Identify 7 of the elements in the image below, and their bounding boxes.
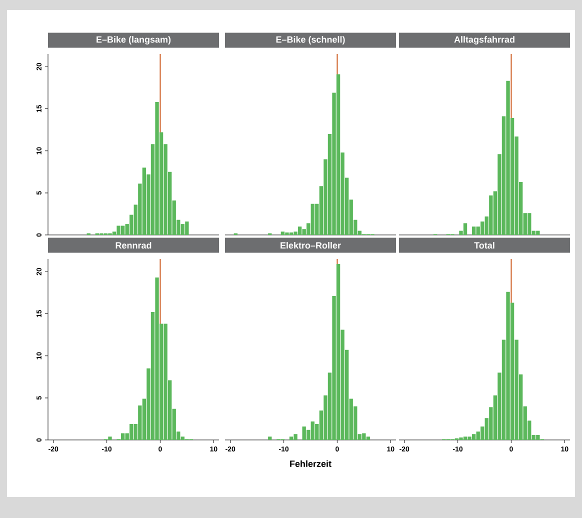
x-axis-title: Fehlerzeit (290, 460, 332, 467)
chart-title: E–Bike (langsam) (96, 36, 171, 45)
chart-title: Total (474, 242, 494, 249)
chart-title: Elektro–Roller (280, 242, 341, 249)
chart-title: Rennrad (116, 242, 152, 249)
chart-title: Alltagsfahrrad (454, 36, 514, 45)
chart-title: E–Bike (schnell) (276, 36, 345, 44)
